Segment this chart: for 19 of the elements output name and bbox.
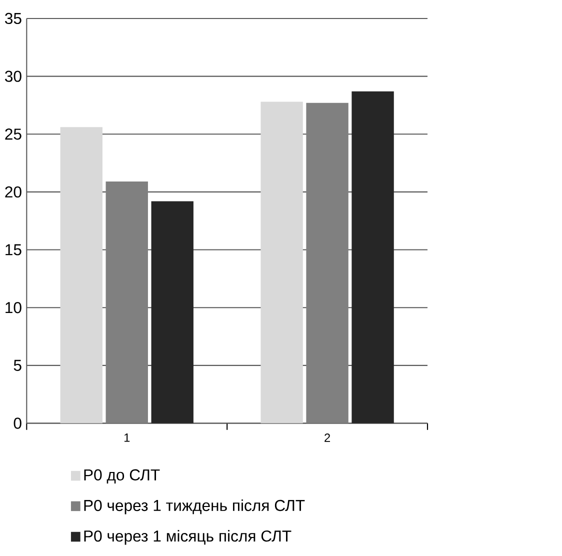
y-tick-label: 5 [14, 360, 22, 372]
bar [151, 201, 194, 424]
bar [60, 127, 102, 424]
legend-label: Р0 через 1 місяць після СЛТ [84, 530, 292, 545]
bar [306, 103, 348, 424]
bar [106, 182, 148, 424]
x-tick-label: 1 [124, 434, 130, 442]
legend-label: Р0 через 1 тиждень після СЛТ [84, 500, 305, 514]
y-tick-label: 15 [6, 244, 22, 256]
y-tick-label: 30 [5, 70, 22, 82]
x-tick-label: 2 [324, 434, 330, 442]
bar [352, 91, 394, 424]
y-tick-label: 20 [5, 186, 22, 198]
y-tick-label: 25 [5, 128, 22, 140]
legend-label: Р0 до СЛТ [84, 469, 160, 484]
bar [260, 102, 303, 424]
y-tick-label: 35 [5, 12, 22, 24]
y-tick-label: 10 [6, 302, 22, 314]
y-tick-label: 0 [14, 418, 22, 429]
